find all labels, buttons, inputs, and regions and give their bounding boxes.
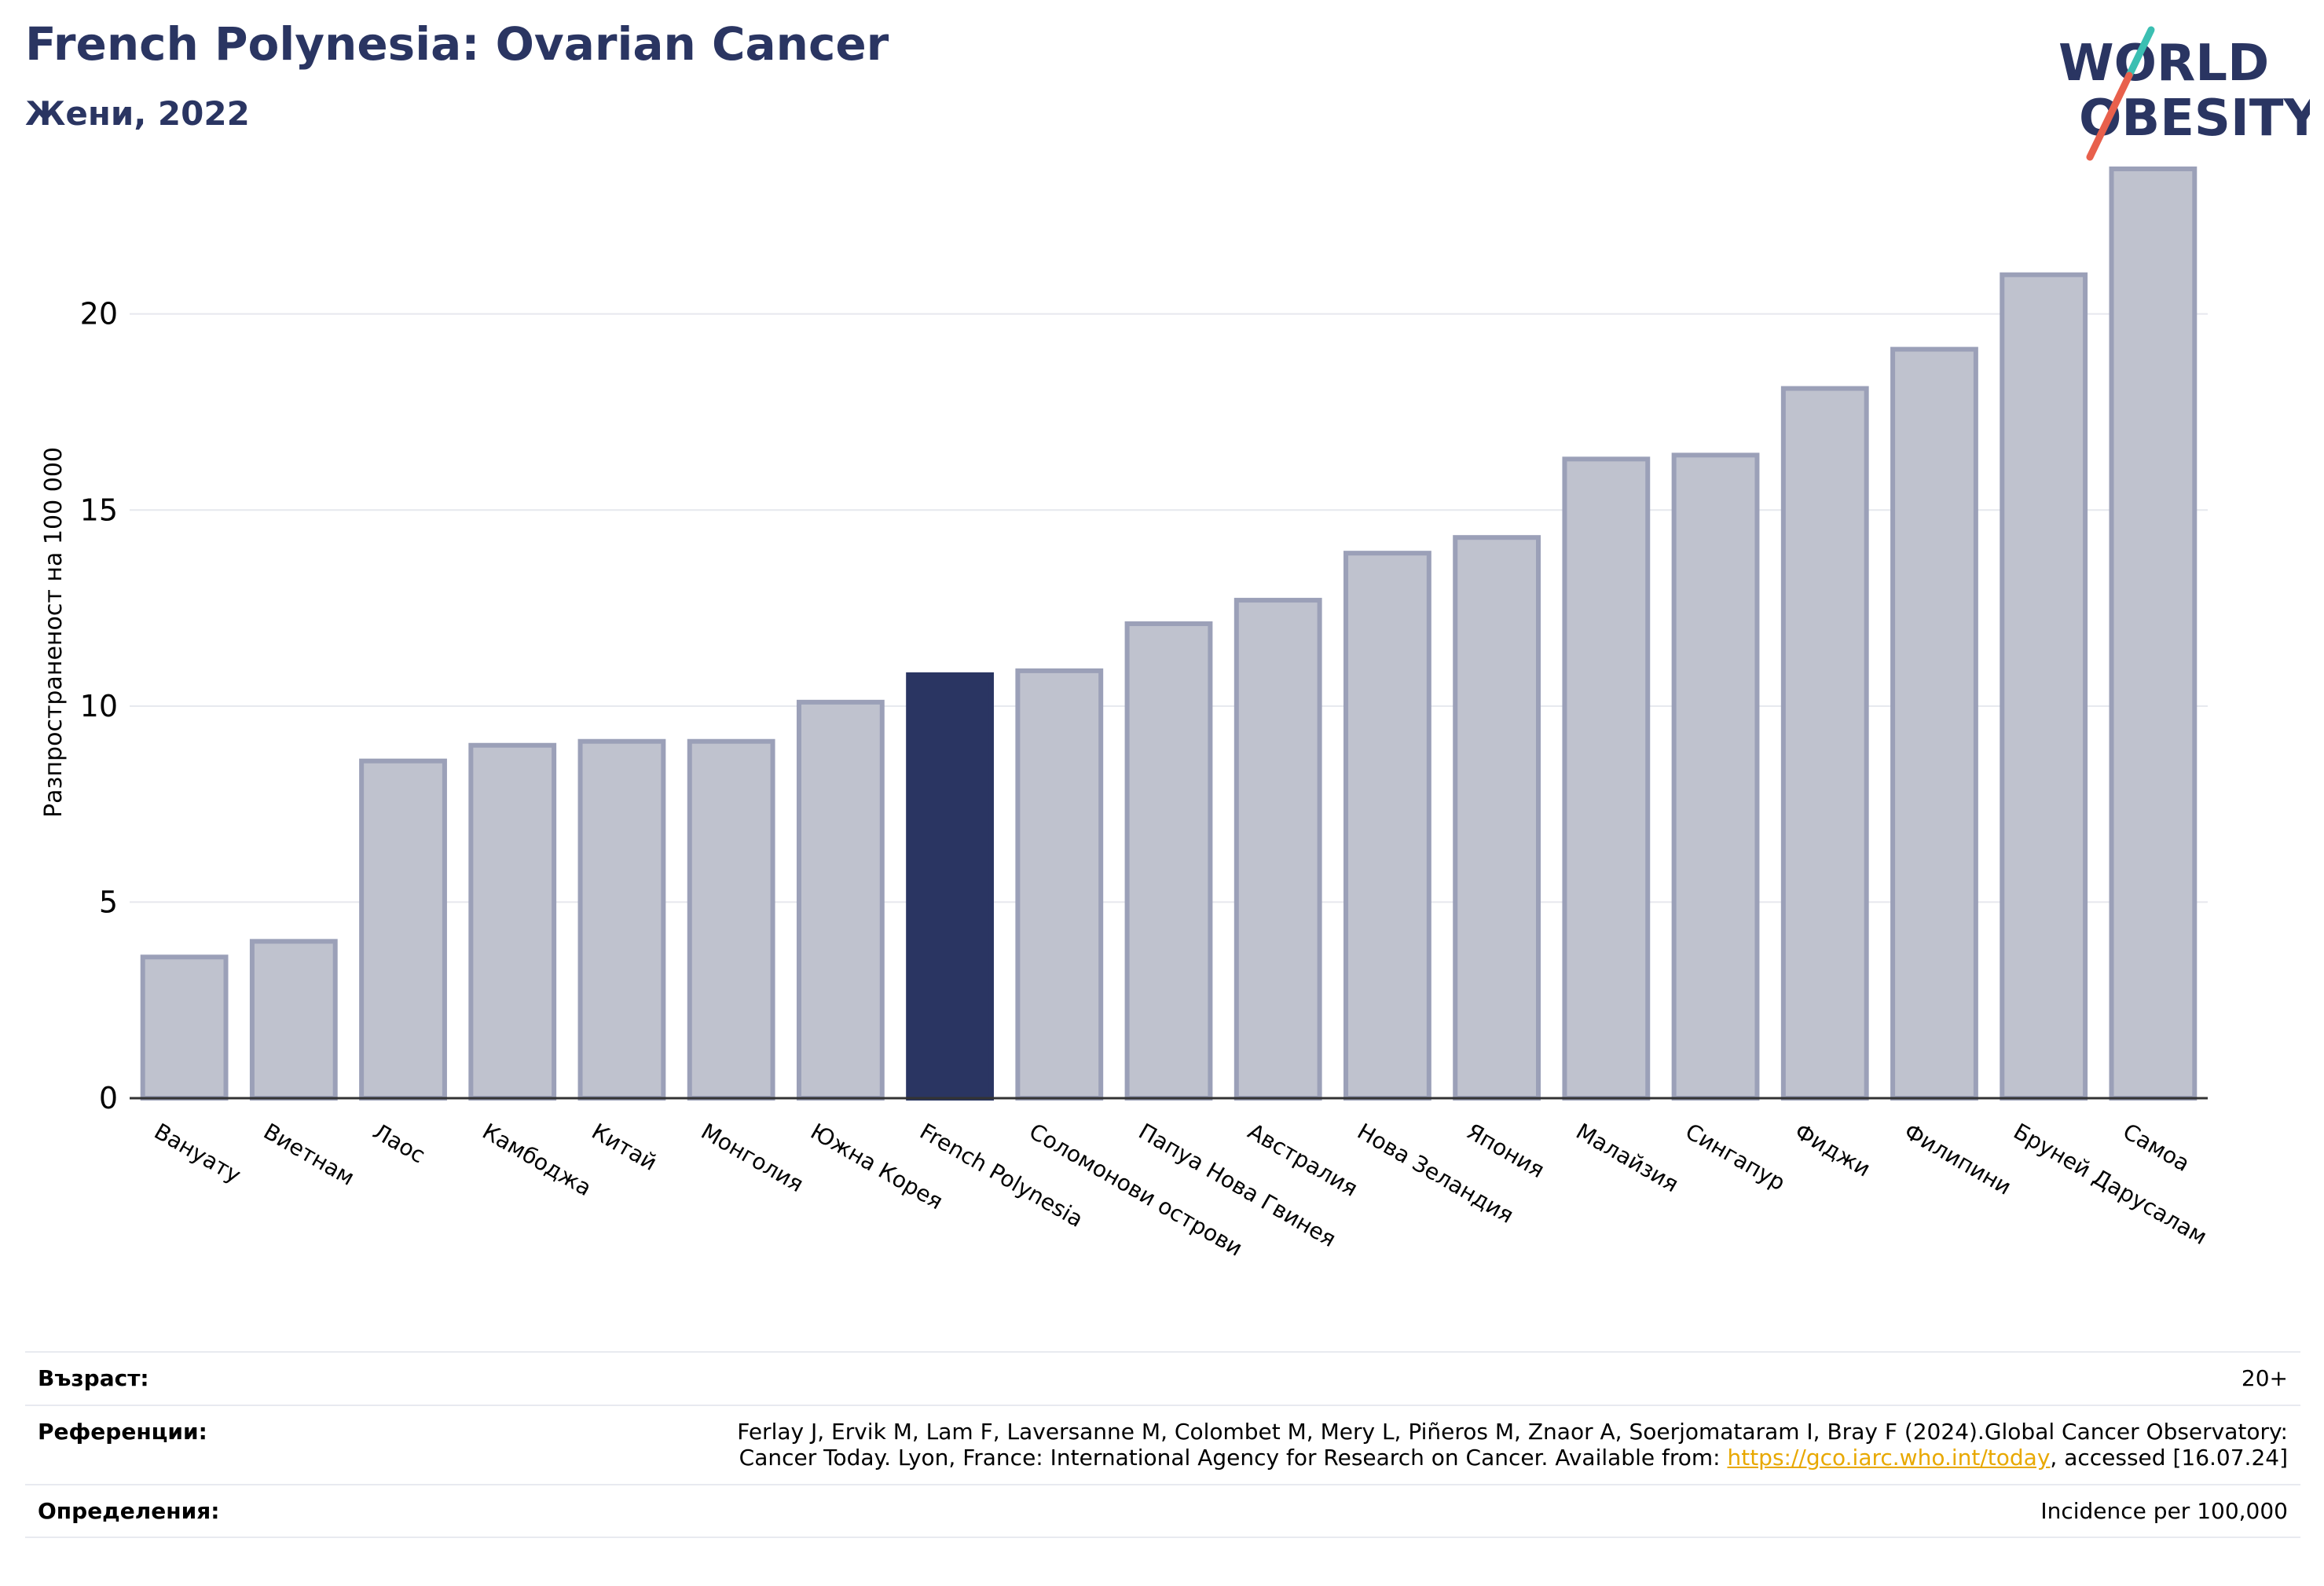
references-value: Ferlay J, Ervik M, Lam F, Laversanne M, … xyxy=(737,1419,2288,1471)
bar-15 xyxy=(1780,386,1869,1101)
bar-2 xyxy=(359,758,447,1101)
logo-slash-teal xyxy=(2125,26,2155,79)
y-tick-label: 20 xyxy=(80,297,118,331)
y-axis-label: Разпространеност на 100 000 xyxy=(40,447,68,818)
bar-9 xyxy=(1124,621,1213,1101)
logo-slash-red xyxy=(2086,71,2133,161)
x-tick-label: Камбоджа xyxy=(478,1118,596,1201)
reference-text-line3: , accessed [16.07.24] xyxy=(2050,1445,2288,1471)
bar-11 xyxy=(1343,551,1431,1101)
world-obesity-logo: WORLD OBESITY xyxy=(2058,26,2310,161)
x-tick-label: Филипини xyxy=(1900,1118,2016,1200)
footer-row-age: Възраст: 20+ xyxy=(25,1351,2300,1405)
age-value: 20+ xyxy=(2241,1365,2288,1391)
x-tick-label: Фиджи xyxy=(1791,1118,1875,1181)
bar-5 xyxy=(687,738,775,1101)
bar-12 xyxy=(1453,535,1541,1101)
bar-4 xyxy=(577,738,666,1101)
footer-table: Възраст: 20+ Референции: Ferlay J, Ervik… xyxy=(25,1351,2300,1539)
bar-14 xyxy=(1671,452,1760,1101)
definitions-label: Определения: xyxy=(38,1497,220,1524)
x-tick-label: Виетнам xyxy=(259,1118,359,1190)
x-tick-label: Бруней Дарусалам xyxy=(2009,1118,2212,1250)
y-tick-label: 10 xyxy=(80,689,118,723)
reference-text-line2: Cancer Today. Lyon, France: Internationa… xyxy=(739,1445,1728,1471)
x-tick-label: Папуа Нова Гвинея xyxy=(1135,1118,1340,1252)
chart-title: French Polynesia: Ovarian Cancer xyxy=(25,17,889,71)
y-tick-label: 15 xyxy=(80,493,118,527)
x-tick-label: Лаос xyxy=(368,1118,430,1168)
bar-16 xyxy=(1890,346,1978,1101)
x-tick-label: Малайзия xyxy=(1571,1118,1683,1197)
footer-row-references: Референции: Ferlay J, Ervik M, Lam F, La… xyxy=(25,1404,2300,1484)
bar-18 xyxy=(2109,166,2198,1101)
bar-7 xyxy=(906,672,994,1101)
x-tick-label: Самоа xyxy=(2118,1118,2194,1177)
bar-1 xyxy=(249,939,338,1101)
bar-17 xyxy=(2000,272,2088,1101)
reference-text-line1: Ferlay J, Ervik M, Lam F, Laversanne M, … xyxy=(737,1418,2288,1445)
x-tick-label: Монголия xyxy=(697,1118,808,1197)
footer-row-definitions: Определения: Incidence per 100,000 xyxy=(25,1483,2300,1539)
bar-0 xyxy=(140,954,229,1101)
reference-link[interactable]: https://gco.iarc.who.int/today xyxy=(1727,1445,2051,1471)
x-tick-label: Япония xyxy=(1462,1118,1549,1183)
x-tick-label: Китай xyxy=(588,1118,662,1175)
y-tick-labels: 0 5 10 15 20 xyxy=(80,297,118,1115)
bar-6 xyxy=(796,699,885,1101)
age-label: Възраст: xyxy=(38,1365,149,1391)
x-tick-label: Вануату xyxy=(150,1118,246,1188)
y-tick-label: 0 xyxy=(99,1081,118,1115)
bar-chart: 0 5 10 15 20 Вануату Виетнам Лаос КамбоджаКитай… xyxy=(40,166,2212,1262)
bar-13 xyxy=(1562,456,1651,1101)
references-label: Референции: xyxy=(38,1418,207,1445)
chart-subtitle: Жени, 2022 xyxy=(25,94,250,133)
y-tick-label: 5 xyxy=(99,885,118,919)
x-tick-label: Сингапур xyxy=(1681,1118,1790,1196)
bar-3 xyxy=(468,742,557,1101)
logo-text-world: WORLD xyxy=(2058,35,2269,93)
bars-group xyxy=(130,166,2208,1101)
bar-8 xyxy=(1015,668,1104,1101)
definitions-value: Incidence per 100,000 xyxy=(2040,1497,2288,1524)
bar-10 xyxy=(1233,598,1322,1101)
